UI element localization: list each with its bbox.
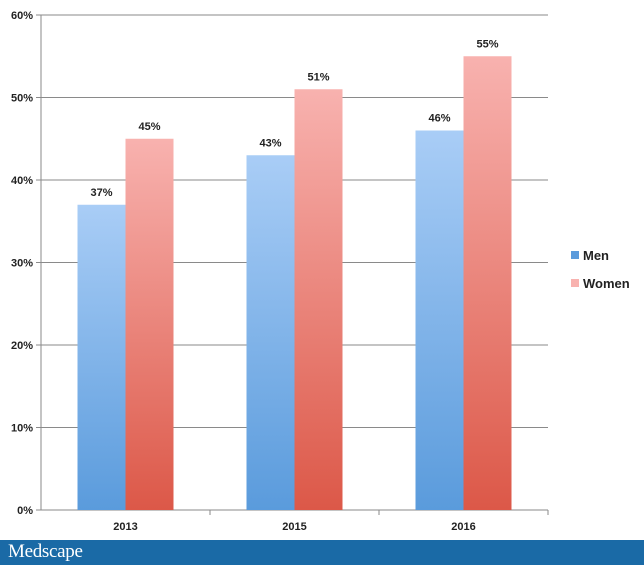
- bar-women-2016: [463, 56, 512, 510]
- footer-bar: Medscape: [0, 540, 644, 565]
- legend-swatch-men: [571, 251, 579, 259]
- data-label: 51%: [307, 71, 329, 83]
- bars: [77, 56, 512, 510]
- y-tick-label: 60%: [11, 10, 33, 22]
- data-label: 37%: [90, 187, 112, 199]
- x-axis-ticks: 2013 2015 2016: [113, 521, 475, 533]
- x-tick-label: 2016: [451, 521, 475, 533]
- y-tick-label: 0%: [17, 505, 33, 517]
- y-tick-label: 10%: [11, 423, 33, 435]
- data-label: 45%: [138, 121, 160, 133]
- legend-label-women: Women: [583, 276, 630, 291]
- y-tick-label: 40%: [11, 175, 33, 187]
- y-tick-label: 30%: [11, 258, 33, 270]
- bar-women-2015: [294, 89, 343, 510]
- x-tick-label: 2015: [282, 521, 306, 533]
- y-axis-ticks: 0% 10% 20% 30% 40% 50% 60%: [11, 10, 33, 517]
- data-label: 46%: [428, 113, 450, 125]
- legend: Men Women: [571, 248, 630, 291]
- legend-label-men: Men: [583, 248, 609, 263]
- y-tick-label: 20%: [11, 340, 33, 352]
- legend-swatch-women: [571, 279, 579, 287]
- x-tick-label: 2013: [113, 521, 137, 533]
- bar-men-2015: [246, 155, 295, 510]
- data-label: 43%: [259, 137, 281, 149]
- bar-men-2016: [415, 130, 464, 510]
- y-tick-label: 50%: [11, 93, 33, 105]
- data-label: 55%: [476, 38, 498, 50]
- medscape-logo: Medscape: [8, 541, 83, 562]
- bar-men-2013: [77, 204, 126, 510]
- bar-chart: 0%10%20%30%40%50%60% 37%45%43%51%46%55% …: [11, 10, 630, 533]
- data-labels: 37% 45% 43% 51% 46% 55%: [90, 38, 498, 199]
- bar-women-2013: [125, 138, 174, 510]
